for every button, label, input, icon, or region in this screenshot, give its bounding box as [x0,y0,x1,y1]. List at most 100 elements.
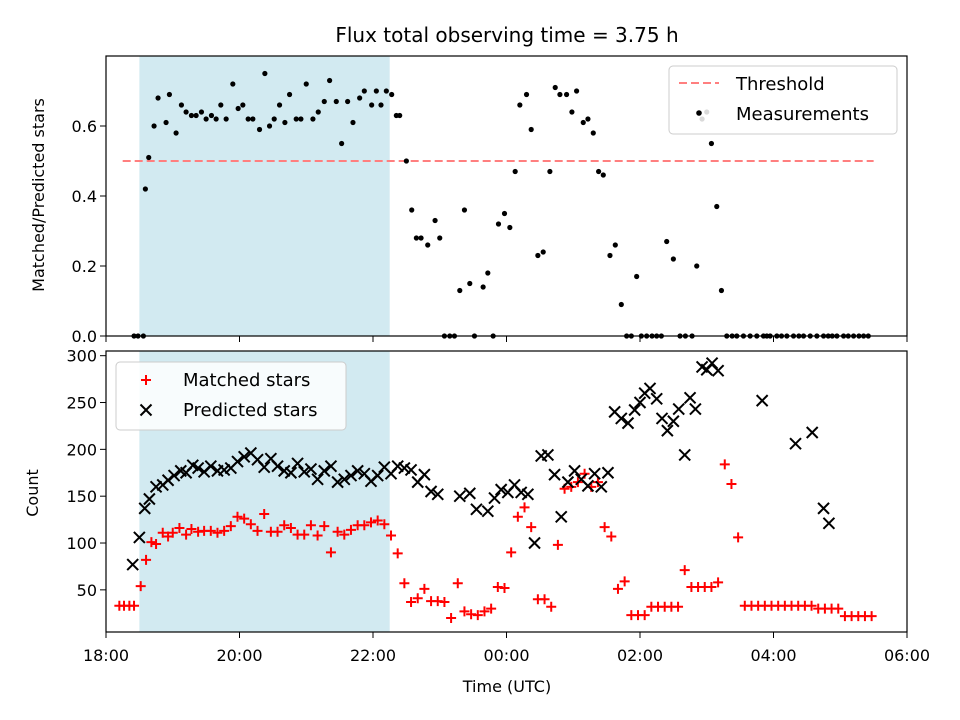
matched-star-point [519,502,530,513]
matched-star-point [386,530,397,541]
predicted-star-point [231,455,244,468]
legend-box [668,65,898,135]
measurement-point [240,102,246,108]
matched-star-point [552,539,563,550]
top-legend: Threshold Measurements [668,65,898,135]
predicted-star-point [581,479,595,493]
top-plot-marks [122,70,874,339]
predicted-star-point [481,504,495,518]
measurement-point [432,217,438,224]
measurement-point [142,186,148,192]
predicted-star-point [331,475,344,489]
measurement-point [634,273,640,280]
measurement-point [569,109,575,115]
measurement-point [467,280,473,287]
measurement-point [403,158,409,164]
y-tick-label: 200 [66,440,97,459]
bottom-plot-marks [114,356,877,623]
measurement-point [193,112,199,119]
y-tick-label: 50 [77,581,97,600]
legend-matched-swatch [141,375,151,385]
x-tick-label: 06:00 [884,646,930,665]
matched-star-point [359,520,370,531]
matched-star-point [186,523,197,534]
measurement-point [563,91,570,98]
predicted-star-point [291,457,304,470]
measurement-point [256,126,263,133]
measurement-point [607,252,613,259]
predicted-star-point [284,466,298,479]
matched-star-point [259,508,270,519]
predicted-star-point [689,402,702,416]
x-tick-label: 00:00 [483,646,529,665]
matched-star-point [151,538,162,549]
measurement-point [708,140,715,147]
measurement-point [585,116,591,122]
matched-star-point [345,524,356,535]
matched-star-point [312,530,323,541]
measurement-point [557,91,563,98]
measurement-point [512,168,518,175]
measurement-point [540,249,546,255]
measurement-point [485,270,491,276]
matched-star-point [833,603,844,614]
matched-star-point [459,606,470,617]
predicted-star-point [683,391,697,405]
measurement-point [166,91,173,98]
predicted-star-point [488,491,501,505]
top-chart-title: Flux total observing time = 3.75 h [335,23,678,47]
measurement-point [218,102,224,108]
predicted-star-point [528,536,541,550]
measurement-point [266,123,273,129]
matched-star-point [419,583,430,594]
y-tick-label: 0.6 [72,117,97,136]
predicted-star-point [568,464,581,478]
matched-star-point [305,520,316,531]
measurement-point [327,77,333,84]
predicted-star-point [463,487,476,500]
matched-star-point [679,565,690,576]
matched-star-point [599,522,610,533]
measurement-point [235,105,241,112]
x-tick-label: 02:00 [617,646,663,665]
matched-star-point [157,527,168,538]
matched-star-point [439,597,450,608]
matched-star-point [319,521,330,532]
x-tick-label: 18:00 [83,646,129,665]
predicted-star-point [628,403,641,417]
predicted-star-point [298,465,311,479]
matched-star-point [339,529,350,540]
measurement-point [321,98,327,105]
measurement-point [694,263,700,269]
predicted-star-point [237,450,251,464]
measurement-point [230,81,236,87]
measurement-point [528,126,534,133]
predicted-star-point [595,480,608,494]
measurement-point [409,207,415,213]
measurement-point [282,119,288,126]
bottom-legend: Matched stars Predicted stars [115,361,347,431]
matched-star-point [299,529,310,540]
measurement-point [245,116,251,122]
measurement-point [223,116,229,122]
measurement-point [178,102,185,108]
predicted-star-point [126,558,139,571]
legend-threshold-label: Threshold [735,74,825,95]
bottom-axes-frame [105,350,908,633]
measurement-point [198,109,205,115]
predicted-star-point [418,468,431,481]
measurement-point [333,98,339,105]
matched-star-point [726,479,737,490]
predicted-star-point [318,464,331,478]
measurement-point [361,88,367,94]
matched-star-point [219,525,230,536]
measurement-point [357,95,363,101]
matched-star-point [365,517,376,528]
measurement-point [345,98,351,105]
predicted-star-point [494,483,508,496]
predicted-star-point [143,492,156,506]
measurement-point [383,88,389,94]
measurement-point [461,207,468,213]
matched-star-point [806,600,817,611]
legend-box [115,361,347,431]
